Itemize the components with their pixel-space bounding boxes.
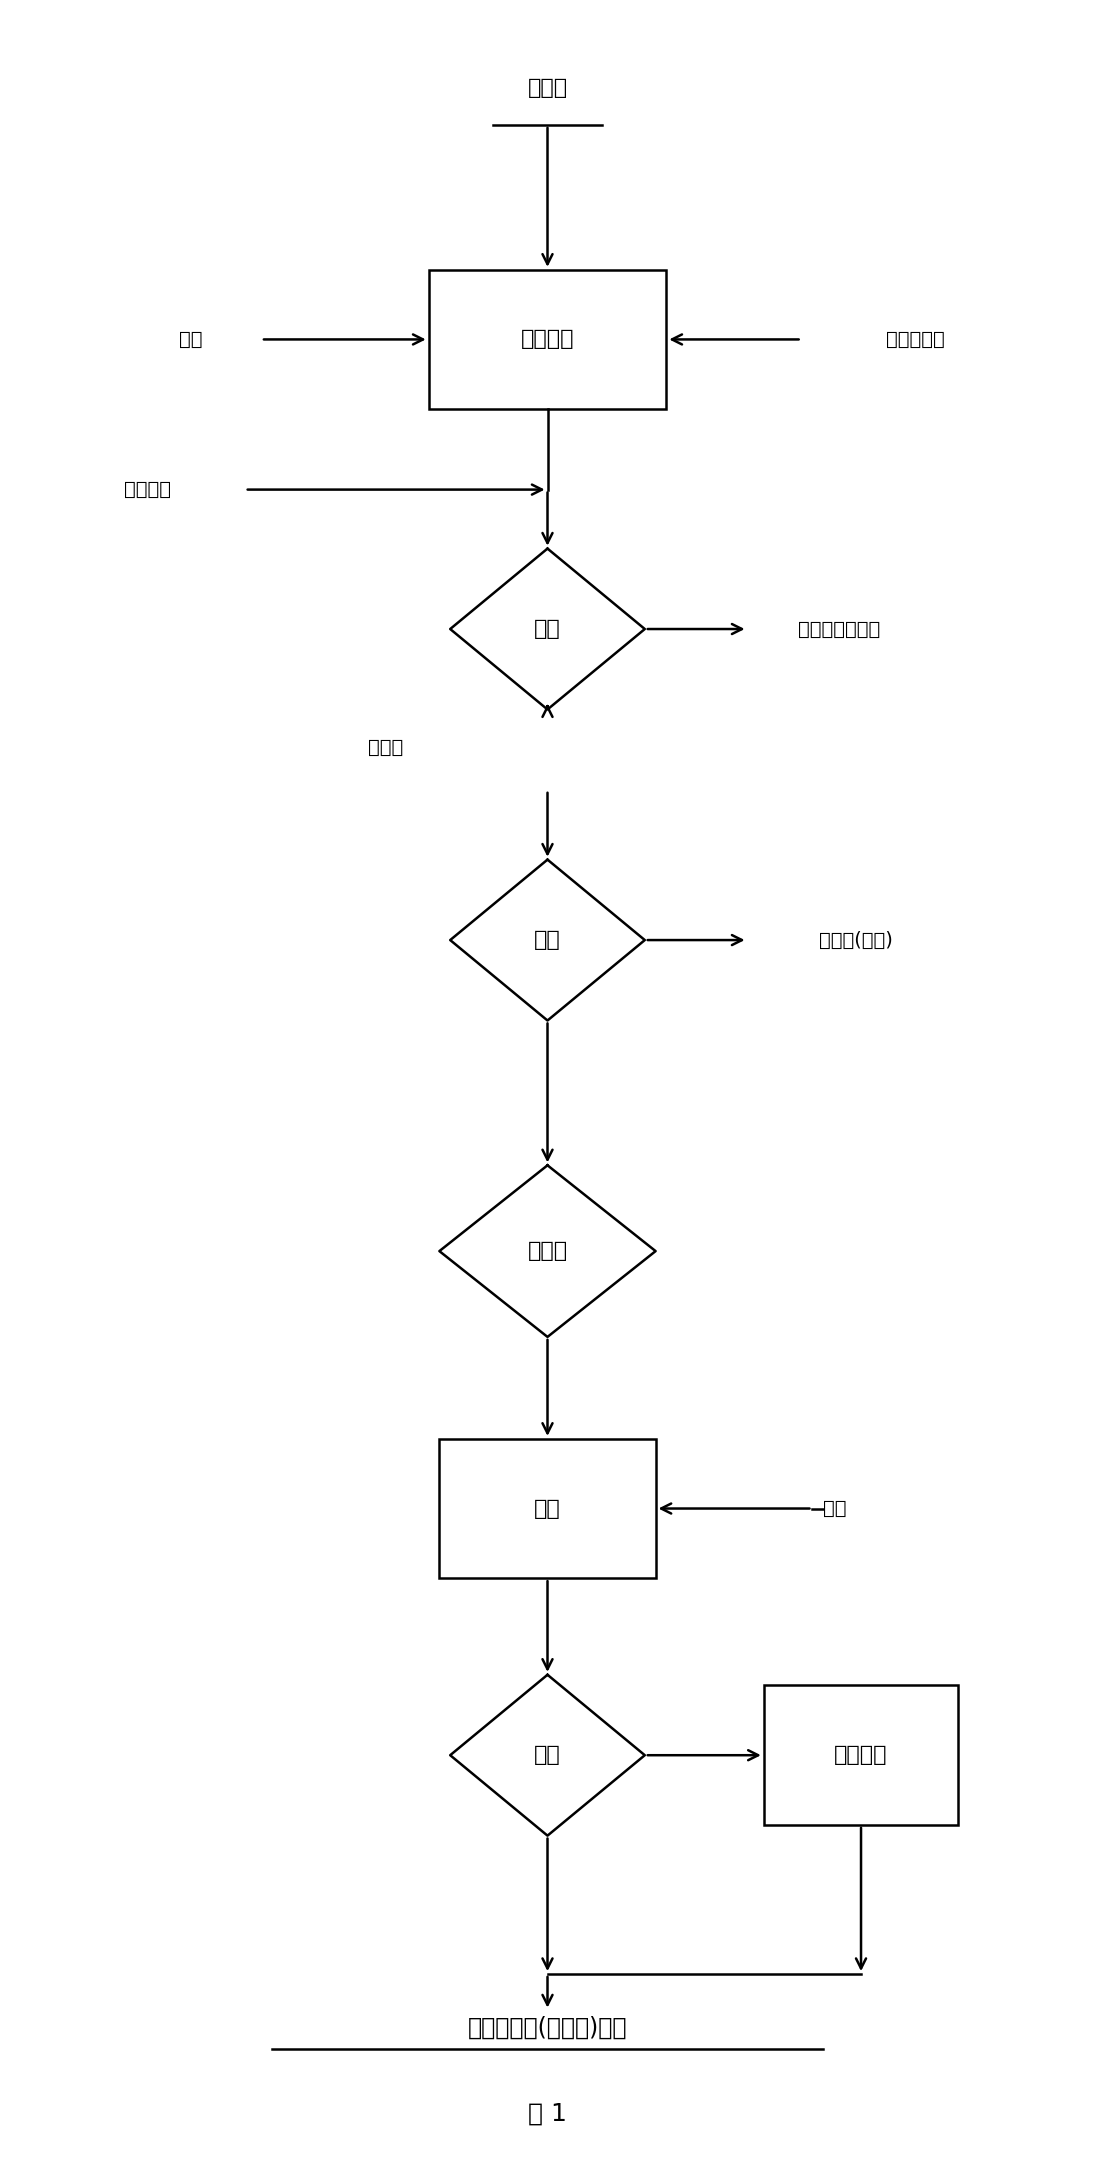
Text: 浸出液: 浸出液: [368, 738, 403, 756]
Text: 调整: 调整: [534, 1744, 561, 1766]
Text: 过滤: 过滤: [534, 620, 561, 639]
Text: 净化液(回收): 净化液(回收): [819, 931, 892, 950]
Text: 加压浸出: 加压浸出: [521, 330, 574, 350]
Text: 氨基磺酸镍(固或液)产品: 氨基磺酸镍(固或液)产品: [468, 2017, 627, 2040]
FancyBboxPatch shape: [763, 1686, 958, 1824]
Text: 酸溶: 酸溶: [534, 1498, 561, 1518]
Text: 硫化镍: 硫化镍: [528, 78, 567, 99]
Text: 黑镍: 黑镍: [823, 1498, 846, 1518]
Text: 图 1: 图 1: [528, 2101, 567, 2124]
Text: 浓缩结晶: 浓缩结晶: [834, 1744, 888, 1766]
Text: 抑铁添加剂: 抑铁添加剂: [886, 330, 945, 350]
FancyBboxPatch shape: [428, 270, 667, 410]
Text: 中和脱杂: 中和脱杂: [124, 479, 171, 499]
Text: 蒸氨: 蒸氨: [534, 931, 561, 950]
FancyBboxPatch shape: [439, 1438, 656, 1578]
Text: 浸出渣（堆存）: 浸出渣（堆存）: [798, 620, 880, 639]
Text: 硝酸: 硝酸: [178, 330, 203, 350]
Text: 碳酸镍: 碳酸镍: [528, 1241, 567, 1261]
